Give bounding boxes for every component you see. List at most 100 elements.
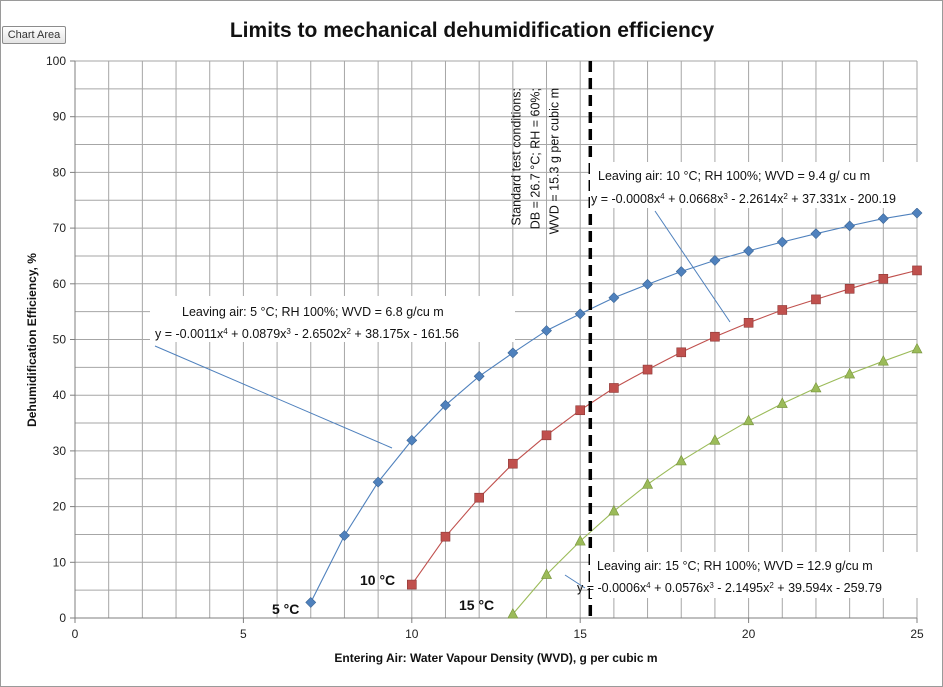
y-tick-label: 80: [53, 165, 67, 179]
trendline-equation: y = -0.0011x4 + 0.0879x3 - 2.6502x2 + 38…: [155, 327, 459, 342]
equation-part: - 2.6502x: [291, 327, 347, 341]
x-tick-label: 0: [72, 627, 79, 641]
series-5Cc: [305, 207, 923, 608]
reference-line-label: DB = 26.7 °C; RH = 60%;: [528, 88, 542, 229]
data-point-diamond: [877, 213, 889, 225]
data-point-diamond: [406, 434, 418, 446]
equation-part: + 0.0879x: [228, 327, 287, 341]
series-10Cc: [406, 265, 922, 590]
data-point-diamond: [507, 347, 519, 359]
data-point-square: [777, 305, 788, 315]
data-point-diamond: [372, 476, 384, 488]
data-point-square: [811, 294, 821, 305]
data-point-diamond: [440, 399, 451, 411]
data-point-diamond: [743, 245, 755, 257]
equation-part: + 39.594x - 259.79: [774, 581, 882, 595]
data-point-diamond: [541, 325, 552, 337]
series-label: 15 °C: [459, 597, 494, 613]
y-tick-label: 50: [53, 333, 67, 347]
annotation-leader-line: [564, 574, 586, 589]
equation-exponent: 4: [223, 327, 228, 336]
equation-exponent: 2: [346, 327, 351, 336]
equation-exponent: 3: [286, 327, 291, 336]
annotation-leader-line: [154, 345, 393, 449]
reference-line-label: WVD = 15.3 g per cubic m: [547, 88, 561, 234]
equation-part: y = -0.0006x: [577, 581, 647, 595]
data-point-square: [912, 265, 922, 276]
data-point-square: [878, 273, 889, 284]
x-tick-label: 15: [574, 627, 588, 641]
data-point-triangle: [911, 342, 923, 354]
equation-exponent: 4: [646, 581, 651, 590]
trendline-description: Leaving air: 5 °C; RH 100%; WVD = 6.8 g/…: [182, 305, 444, 319]
data-point-triangle: [642, 478, 654, 489]
chart-title: Limits to mechanical dehumidification ef…: [230, 19, 715, 42]
data-point-diamond: [608, 292, 620, 304]
data-point-triangle: [675, 454, 687, 466]
trendline-equation: y = -0.0008x4 + 0.0668x3 - 2.2614x2 + 37…: [591, 192, 896, 207]
equation-part: + 0.0576x: [651, 581, 710, 595]
data-point-square: [710, 331, 720, 342]
data-point-diamond: [709, 254, 721, 266]
data-point-square: [541, 430, 552, 441]
y-tick-label: 30: [53, 444, 67, 458]
equation-part: - 2.1495x: [714, 581, 770, 595]
data-point-square: [743, 317, 754, 328]
data-point-square: [575, 405, 586, 416]
trendline-description: Leaving air: 10 °C; RH 100%; WVD = 9.4 g…: [598, 169, 870, 183]
annotation-background: [590, 162, 920, 208]
data-point-triangle: [541, 568, 553, 579]
data-point-triangle: [507, 607, 519, 619]
annotation-leader-line: [654, 210, 731, 323]
x-tick-label: 10: [405, 627, 419, 641]
data-point-diamond: [642, 278, 653, 290]
data-point-square: [406, 579, 417, 590]
x-tick-label: 20: [742, 627, 756, 641]
plot-area: 0 5 10 15 20 25 0 10 20 30 40 50 60 70 80 90 100 Standard…: [46, 54, 924, 641]
equation-part: + 0.0668x: [665, 192, 724, 206]
equation-part: y = -0.0008x: [591, 192, 661, 206]
data-point-triangle: [877, 355, 889, 366]
y-tick-label: 60: [53, 277, 67, 291]
data-point-square: [676, 347, 687, 358]
chart-area-tooltip: Chart Area: [2, 26, 66, 44]
y-tick-label: 70: [53, 221, 67, 235]
y-tick-label: 100: [46, 54, 66, 68]
data-point-square: [642, 364, 653, 375]
data-point-diamond: [574, 308, 586, 320]
data-point-triangle: [608, 504, 620, 516]
data-point-diamond: [339, 530, 350, 541]
annotation-background: [150, 296, 515, 342]
y-axis-title: Dehumidification Efficiency, %: [25, 253, 39, 427]
equation-exponent: 4: [660, 192, 665, 201]
equation-part: y = -0.0011x: [155, 327, 224, 341]
trendline-description: Leaving air: 15 °C; RH 100%; WVD = 12.9 …: [597, 559, 873, 573]
equation-exponent: 3: [723, 192, 728, 201]
annotation-background: [590, 552, 920, 598]
equation-exponent: 2: [783, 192, 788, 201]
data-point-square: [609, 383, 619, 393]
data-point-triangle: [810, 381, 822, 393]
data-point-square: [440, 531, 451, 542]
series-15Cc: [507, 342, 923, 619]
data-point-square: [508, 458, 518, 469]
series-label: 10 °C: [360, 572, 395, 588]
reference-line-label: Standard test conditions:: [509, 88, 523, 226]
data-point-triangle: [574, 534, 586, 546]
equation-part: + 37.331x - 200.19: [788, 192, 896, 206]
data-point-diamond: [911, 207, 923, 219]
data-point-square: [844, 284, 855, 294]
equation-exponent: 3: [709, 581, 714, 590]
equation-exponent: 2: [769, 581, 774, 590]
y-tick-label: 20: [53, 500, 67, 514]
y-tick-label: 40: [53, 388, 67, 402]
data-point-triangle: [743, 414, 755, 426]
data-point-diamond: [844, 220, 856, 232]
data-point-triangle: [776, 397, 788, 408]
x-tick-label: 5: [240, 627, 247, 641]
data-point-diamond: [810, 228, 822, 240]
data-point-diamond: [305, 596, 317, 608]
data-point-diamond: [776, 236, 788, 248]
data-point-diamond: [473, 370, 485, 382]
